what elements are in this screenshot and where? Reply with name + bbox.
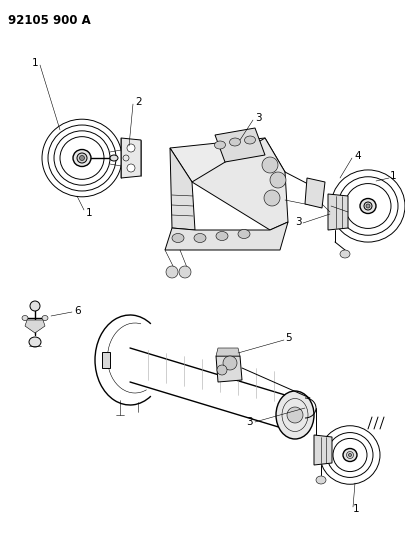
Polygon shape [170,138,285,182]
Circle shape [127,164,135,172]
Polygon shape [216,348,240,356]
Ellipse shape [110,155,118,161]
Text: 2: 2 [135,97,142,107]
Ellipse shape [245,136,256,144]
Circle shape [217,365,227,375]
Ellipse shape [343,448,357,462]
Ellipse shape [238,230,250,238]
Polygon shape [121,138,141,178]
Circle shape [223,356,237,370]
Polygon shape [328,194,348,230]
Polygon shape [25,320,45,333]
Ellipse shape [194,233,206,243]
Text: 92105 900 A: 92105 900 A [8,14,91,27]
Circle shape [264,190,280,206]
Polygon shape [165,222,288,250]
Circle shape [270,172,286,188]
Ellipse shape [347,451,354,458]
Circle shape [30,301,40,311]
Polygon shape [216,356,242,382]
Polygon shape [215,128,265,162]
Text: 3: 3 [246,417,253,427]
Ellipse shape [172,233,184,243]
Ellipse shape [366,204,370,208]
Text: 1: 1 [86,208,93,218]
Polygon shape [305,178,325,208]
Ellipse shape [276,391,314,439]
Polygon shape [102,352,110,368]
Text: 4: 4 [354,151,360,161]
Text: 1: 1 [31,58,38,68]
Ellipse shape [29,337,41,347]
Ellipse shape [364,202,372,210]
Polygon shape [192,138,288,230]
Circle shape [262,157,278,173]
Text: 5: 5 [285,333,292,343]
Circle shape [127,144,135,152]
Ellipse shape [340,250,350,258]
Circle shape [287,407,303,423]
Ellipse shape [215,141,226,149]
Circle shape [179,266,191,278]
Ellipse shape [79,156,85,160]
Ellipse shape [22,316,28,320]
Text: 1: 1 [390,171,396,181]
Polygon shape [314,435,332,465]
Text: 3: 3 [295,217,302,227]
Ellipse shape [73,149,91,166]
Ellipse shape [316,476,326,484]
Text: 3: 3 [255,113,262,123]
Text: 6: 6 [74,306,81,316]
Ellipse shape [360,198,376,214]
Ellipse shape [42,316,48,320]
Ellipse shape [216,231,228,240]
Text: 1: 1 [353,504,360,514]
Ellipse shape [77,153,87,163]
Polygon shape [170,148,195,230]
Ellipse shape [348,454,352,456]
Circle shape [166,266,178,278]
Ellipse shape [230,138,241,146]
